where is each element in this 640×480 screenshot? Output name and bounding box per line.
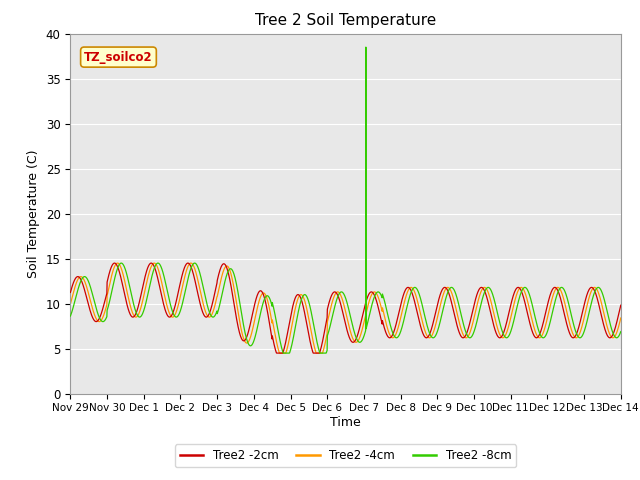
Tree2 -4cm (220, 266, 228, 272)
Tree2 -8cm (362, 328, 369, 334)
Tree2 -2cm (273, 350, 280, 356)
Tree2 -2cm (67, 289, 74, 295)
Tree2 -8cm (374, 289, 381, 295)
Tree2 -4cm (506, 318, 514, 324)
Tree2 -4cm (374, 293, 381, 299)
Tree2 -8cm (569, 318, 577, 324)
Y-axis label: Soil Temperature (C): Soil Temperature (C) (28, 149, 40, 278)
Tree2 -4cm (617, 315, 625, 321)
Title: Tree 2 Soil Temperature: Tree 2 Soil Temperature (255, 13, 436, 28)
Line: Tree2 -8cm: Tree2 -8cm (70, 47, 621, 353)
Tree2 -8cm (220, 283, 228, 289)
Tree2 -2cm (147, 260, 155, 266)
Legend: Tree2 -2cm, Tree2 -4cm, Tree2 -8cm: Tree2 -2cm, Tree2 -4cm, Tree2 -8cm (175, 444, 516, 467)
Tree2 -8cm (617, 329, 625, 335)
Text: TZ_soilco2: TZ_soilco2 (84, 50, 153, 63)
Tree2 -4cm (569, 330, 577, 336)
Line: Tree2 -2cm: Tree2 -2cm (70, 263, 621, 353)
Tree2 -8cm (506, 331, 514, 336)
Tree2 -8cm (67, 313, 74, 319)
Tree2 -2cm (374, 303, 381, 309)
Tree2 -2cm (569, 335, 577, 341)
X-axis label: Time: Time (330, 416, 361, 429)
Tree2 -4cm (114, 260, 122, 266)
Tree2 -4cm (584, 299, 592, 305)
Tree2 -8cm (362, 44, 370, 50)
Tree2 -4cm (67, 301, 74, 307)
Tree2 -4cm (276, 350, 284, 356)
Tree2 -8cm (280, 350, 287, 356)
Tree2 -2cm (362, 300, 370, 305)
Tree2 -4cm (362, 312, 370, 317)
Tree2 -8cm (584, 315, 592, 321)
Line: Tree2 -4cm: Tree2 -4cm (70, 263, 621, 353)
Tree2 -2cm (506, 306, 514, 312)
Tree2 -2cm (220, 261, 228, 267)
Tree2 -2cm (617, 302, 625, 308)
Tree2 -2cm (584, 289, 592, 295)
